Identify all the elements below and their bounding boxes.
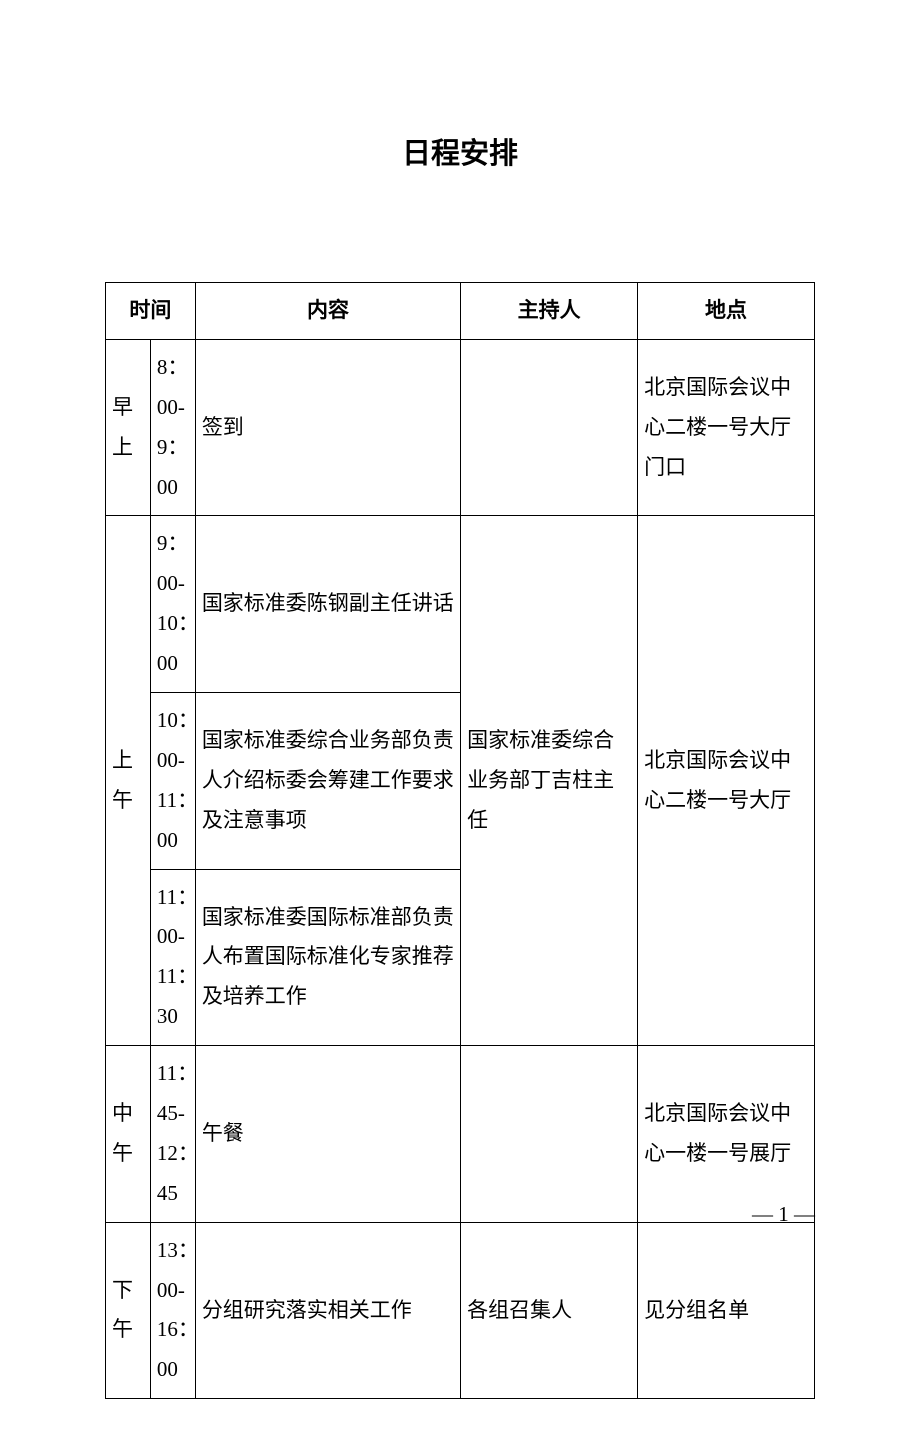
cell-host: 国家标准委综合业务部丁吉柱主任 <box>461 516 638 1046</box>
cell-time: 8：00-9：00 <box>150 339 195 516</box>
schedule-table: 时间 内容 主持人 地点 早上 8：00-9：00 签到 北京国际会议中心二楼一… <box>105 282 815 1399</box>
cell-time: 11：00-11：30 <box>150 869 195 1046</box>
cell-content: 分组研究落实相关工作 <box>195 1222 460 1399</box>
page-title: 日程安排 <box>105 130 815 172</box>
cell-period: 中午 <box>106 1046 151 1223</box>
cell-location: 见分组名单 <box>638 1222 815 1399</box>
cell-period: 早上 <box>106 339 151 516</box>
cell-content: 签到 <box>195 339 460 516</box>
cell-content: 国家标准委综合业务部负责人介绍标委会筹建工作要求及注意事项 <box>195 693 460 870</box>
cell-time: 10：00-11：00 <box>150 693 195 870</box>
cell-content: 午餐 <box>195 1046 460 1223</box>
header-location: 地点 <box>638 283 815 340</box>
table-header-row: 时间 内容 主持人 地点 <box>106 283 815 340</box>
cell-content: 国家标准委陈钢副主任讲话 <box>195 516 460 693</box>
table-row: 中午 11：45-12：45 午餐 北京国际会议中心一楼一号展厅 <box>106 1046 815 1223</box>
cell-host <box>461 1046 638 1223</box>
cell-time: 9：00-10：00 <box>150 516 195 693</box>
table-row: 早上 8：00-9：00 签到 北京国际会议中心二楼一号大厅门口 <box>106 339 815 516</box>
cell-time: 11：45-12：45 <box>150 1046 195 1223</box>
cell-location: 北京国际会议中心一楼一号展厅 <box>638 1046 815 1223</box>
table-row: 上午 9：00-10：00 国家标准委陈钢副主任讲话 国家标准委综合业务部丁吉柱… <box>106 516 815 693</box>
header-content: 内容 <box>195 283 460 340</box>
cell-content: 国家标准委国际标准部负责人布置国际标准化专家推荐及培养工作 <box>195 869 460 1046</box>
cell-time: 13：00-16：00 <box>150 1222 195 1399</box>
cell-location: 北京国际会议中心二楼一号大厅门口 <box>638 339 815 516</box>
table-row: 下午 13：00-16：00 分组研究落实相关工作 各组召集人 见分组名单 <box>106 1222 815 1399</box>
cell-period: 上午 <box>106 516 151 1046</box>
cell-host: 各组召集人 <box>461 1222 638 1399</box>
page-number: — 1 — <box>752 1202 815 1227</box>
header-time: 时间 <box>106 283 196 340</box>
cell-period: 下午 <box>106 1222 151 1399</box>
header-host: 主持人 <box>461 283 638 340</box>
cell-host <box>461 339 638 516</box>
cell-location: 北京国际会议中心二楼一号大厅 <box>638 516 815 1046</box>
